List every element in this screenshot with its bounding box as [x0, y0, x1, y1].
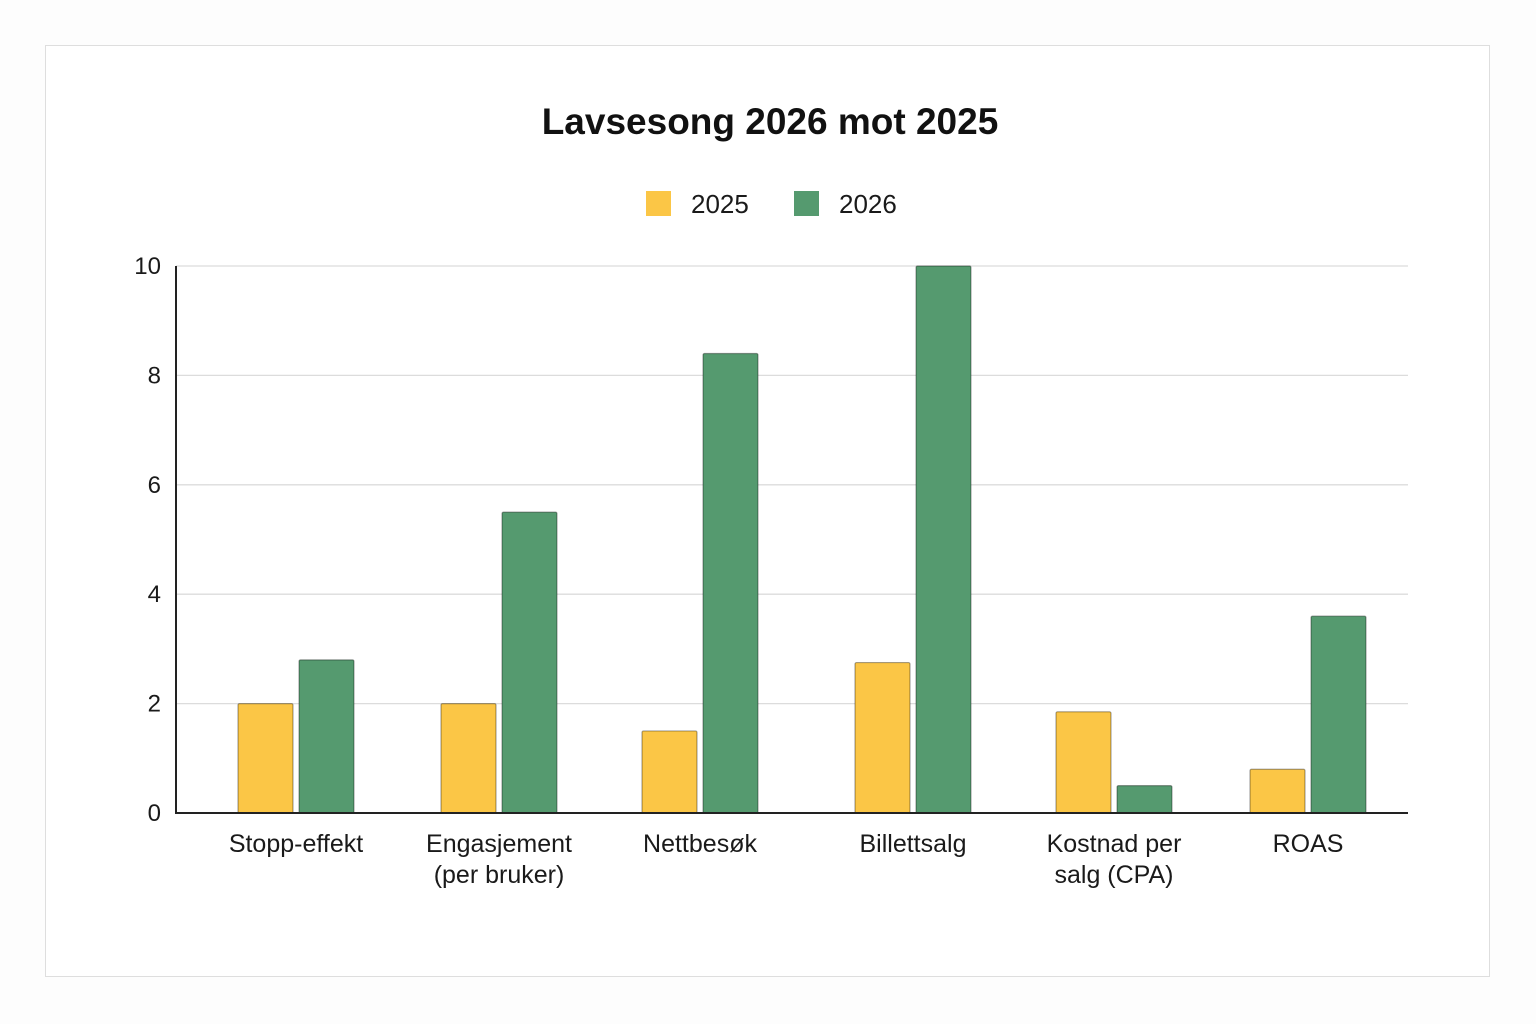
x-tick-label-line: (per bruker): [434, 861, 565, 889]
bar-2025-2: [641, 730, 698, 814]
legend: 2025 2026: [646, 189, 897, 219]
x-tick-label: Engasjement (per bruker): [426, 830, 572, 889]
gridlines: [176, 265, 1408, 705]
bar-2026-3: [915, 265, 972, 814]
bar-2025-1: [440, 702, 497, 814]
x-tick-label: ROAS: [1273, 830, 1344, 858]
y-tick-label: 10: [134, 253, 161, 280]
x-tick-label-line: Billettsalg: [860, 830, 967, 858]
x-tick-label-line: Engasjement: [426, 830, 572, 858]
y-tick-label: 6: [148, 472, 161, 499]
x-tick-label-line: salg (CPA): [1054, 861, 1173, 889]
y-tick-label: 8: [148, 362, 161, 389]
legend-swatch-2025: [646, 191, 671, 216]
bar-2026-4: [1116, 785, 1173, 814]
axes: [175, 266, 1408, 814]
legend-label-2025: 2025: [691, 189, 749, 219]
legend-label-2026: 2026: [839, 189, 897, 219]
x-tick-label-line: Stopp-effekt: [229, 830, 363, 858]
bars: [237, 265, 1367, 814]
bar-2026-5: [1310, 615, 1367, 814]
chart-title: Lavsesong 2026 mot 2025: [542, 101, 999, 142]
bar-2025-5: [1249, 768, 1306, 814]
x-axis-labels: Stopp-effekt Engasjement (per bruker) Nettb…: [229, 830, 1344, 889]
y-axis-ticks: 0 2 4 6 8 10: [134, 253, 161, 827]
y-tick-label: 2: [148, 691, 161, 718]
legend-swatch-2026: [794, 191, 819, 216]
x-tick-label: Billettsalg: [860, 830, 967, 858]
bar-2025-0: [237, 702, 294, 814]
x-tick-label: Nettbesøk: [643, 830, 757, 858]
bar-2025-4: [1055, 711, 1112, 814]
bar-2026-0: [298, 659, 355, 814]
bar-2026-2: [702, 352, 759, 814]
x-tick-label-line: ROAS: [1273, 830, 1344, 858]
x-tick-label: Stopp-effekt: [229, 830, 363, 858]
x-tick-label-line: Kostnad per: [1047, 830, 1182, 858]
bar-2025-3: [854, 661, 911, 814]
bar-2026-1: [501, 511, 558, 814]
y-tick-label: 4: [148, 581, 161, 608]
x-tick-label: Kostnad per salg (CPA): [1047, 830, 1182, 889]
chart-card: [45, 45, 1490, 977]
y-tick-label: 0: [148, 800, 161, 827]
x-tick-label-line: Nettbesøk: [643, 830, 757, 858]
